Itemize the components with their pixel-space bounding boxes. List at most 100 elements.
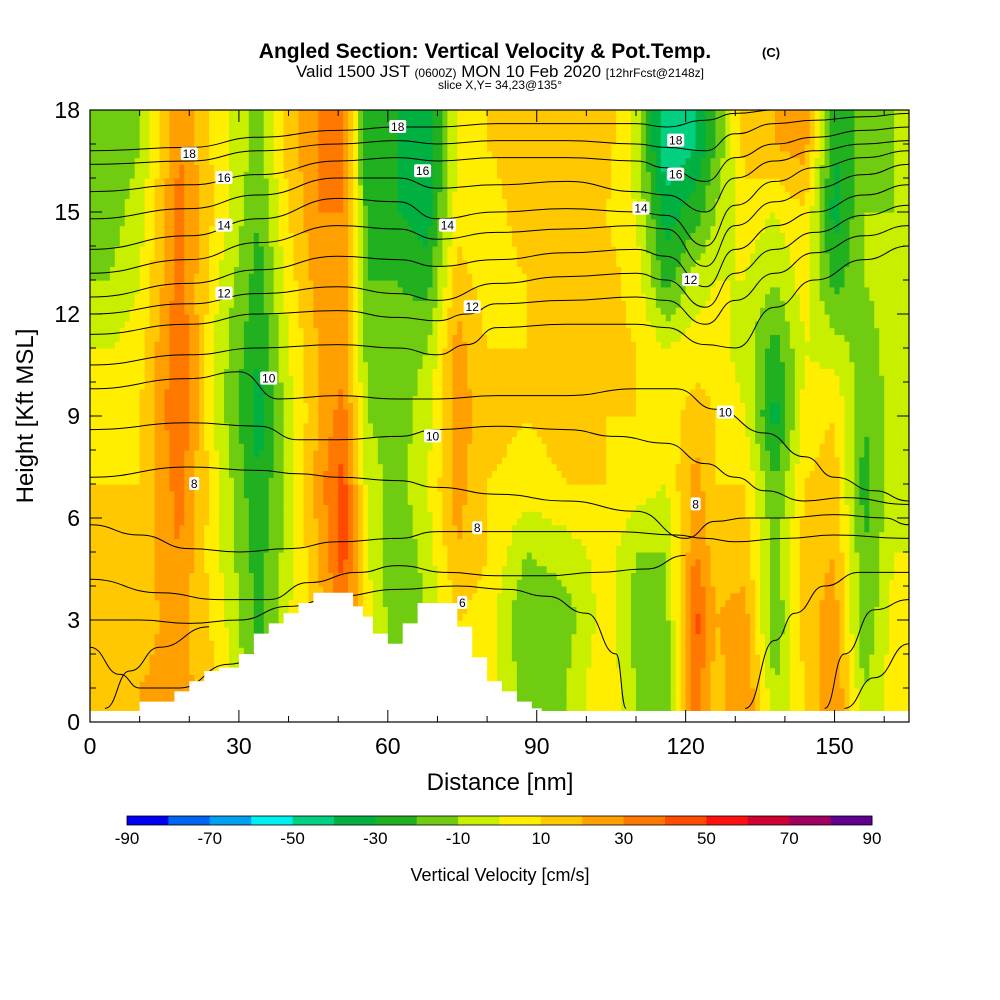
- velocity-cell: [298, 524, 305, 533]
- velocity-cell: [268, 300, 275, 308]
- velocity-cell: [154, 116, 161, 125]
- velocity-cell: [268, 497, 275, 505]
- velocity-cell: [353, 137, 359, 145]
- velocity-cell: [129, 266, 136, 274]
- velocity-cell: [343, 191, 349, 199]
- velocity-cell: [139, 681, 146, 689]
- velocity-cell: [199, 436, 205, 444]
- velocity-cell: [104, 252, 111, 261]
- velocity-cell: [139, 388, 146, 397]
- velocity-cell: [179, 592, 185, 601]
- velocity-cell: [219, 490, 225, 499]
- velocity-cell: [94, 586, 101, 594]
- velocity-cell: [199, 157, 205, 165]
- velocity-cell: [129, 654, 136, 662]
- velocity-cell: [94, 314, 101, 322]
- velocity-cell: [214, 599, 220, 607]
- velocity-cell: [90, 633, 96, 641]
- velocity-cell: [343, 382, 349, 390]
- velocity-cell: [353, 402, 359, 410]
- velocity-cell: [253, 280, 260, 288]
- velocity-cell: [124, 266, 131, 274]
- velocity-cell: [134, 307, 141, 315]
- velocity-cell: [114, 626, 121, 635]
- velocity-cell: [303, 450, 309, 458]
- velocity-cell: [159, 252, 166, 261]
- velocity-cell: [194, 422, 200, 431]
- velocity-cell: [303, 307, 309, 315]
- velocity-cell: [243, 252, 250, 261]
- velocity-cell: [139, 524, 146, 533]
- velocity-cell: [333, 565, 339, 573]
- velocity-cell: [253, 606, 260, 614]
- velocity-cell: [90, 368, 96, 376]
- velocity-cell: [273, 470, 280, 478]
- velocity-cell: [323, 409, 329, 417]
- velocity-cell: [99, 361, 106, 369]
- velocity-cell: [214, 456, 220, 465]
- velocity-cell: [348, 552, 354, 560]
- velocity-cell: [263, 552, 270, 560]
- velocity-cell: [303, 300, 309, 308]
- velocity-cell: [268, 443, 275, 451]
- velocity-cell: [283, 184, 290, 193]
- velocity-cell: [233, 314, 240, 322]
- velocity-cell: [139, 354, 146, 363]
- velocity-cell: [199, 572, 205, 580]
- velocity-cell: [114, 171, 121, 179]
- velocity-cell: [204, 293, 210, 301]
- velocity-cell: [109, 626, 116, 635]
- velocity-cell: [214, 354, 220, 363]
- velocity-cell: [343, 184, 349, 193]
- velocity-cell: [124, 293, 131, 301]
- velocity-cell: [164, 212, 171, 220]
- velocity-cell: [233, 388, 240, 397]
- velocity-cell: [194, 531, 200, 539]
- velocity-cell: [298, 212, 305, 220]
- velocity-cell: [238, 388, 245, 397]
- velocity-cell: [288, 511, 295, 519]
- velocity-cell: [119, 375, 126, 383]
- velocity-cell: [253, 130, 260, 138]
- velocity-cell: [273, 266, 280, 274]
- velocity-cell: [228, 477, 235, 485]
- velocity-cell: [199, 504, 205, 512]
- velocity-cell: [169, 620, 175, 628]
- velocity-cell: [268, 538, 275, 546]
- velocity-cell: [233, 490, 240, 499]
- velocity-cell: [189, 443, 195, 451]
- velocity-cell: [154, 504, 161, 512]
- velocity-cell: [159, 531, 166, 539]
- velocity-cell: [228, 552, 235, 560]
- velocity-cell: [278, 565, 285, 573]
- velocity-cell: [238, 450, 245, 458]
- velocity-cell: [104, 694, 111, 703]
- velocity-cell: [194, 558, 200, 567]
- velocity-cell: [248, 531, 255, 539]
- velocity-cell: [94, 286, 101, 295]
- velocity-cell: [248, 361, 255, 369]
- velocity-cell: [134, 518, 141, 526]
- velocity-cell: [124, 647, 131, 655]
- velocity-cell: [199, 375, 205, 383]
- velocity-cell: [283, 518, 290, 526]
- velocity-cell: [159, 327, 166, 335]
- velocity-cell: [159, 409, 166, 417]
- velocity-cell: [169, 592, 175, 601]
- velocity-cell: [114, 586, 121, 594]
- velocity-cell: [204, 273, 210, 281]
- velocity-cell: [209, 212, 215, 220]
- velocity-cell: [293, 477, 300, 485]
- velocity-cell: [243, 157, 250, 165]
- velocity-cell: [323, 524, 329, 533]
- velocity-cell: [184, 450, 190, 458]
- velocity-cell: [303, 586, 309, 594]
- velocity-cell: [263, 212, 270, 220]
- velocity-cell: [318, 456, 324, 465]
- velocity-cell: [253, 252, 260, 261]
- velocity-cell: [94, 558, 101, 567]
- velocity-cell: [99, 436, 106, 444]
- velocity-cell: [129, 157, 136, 165]
- velocity-cell: [199, 123, 205, 131]
- velocity-cell: [303, 538, 309, 546]
